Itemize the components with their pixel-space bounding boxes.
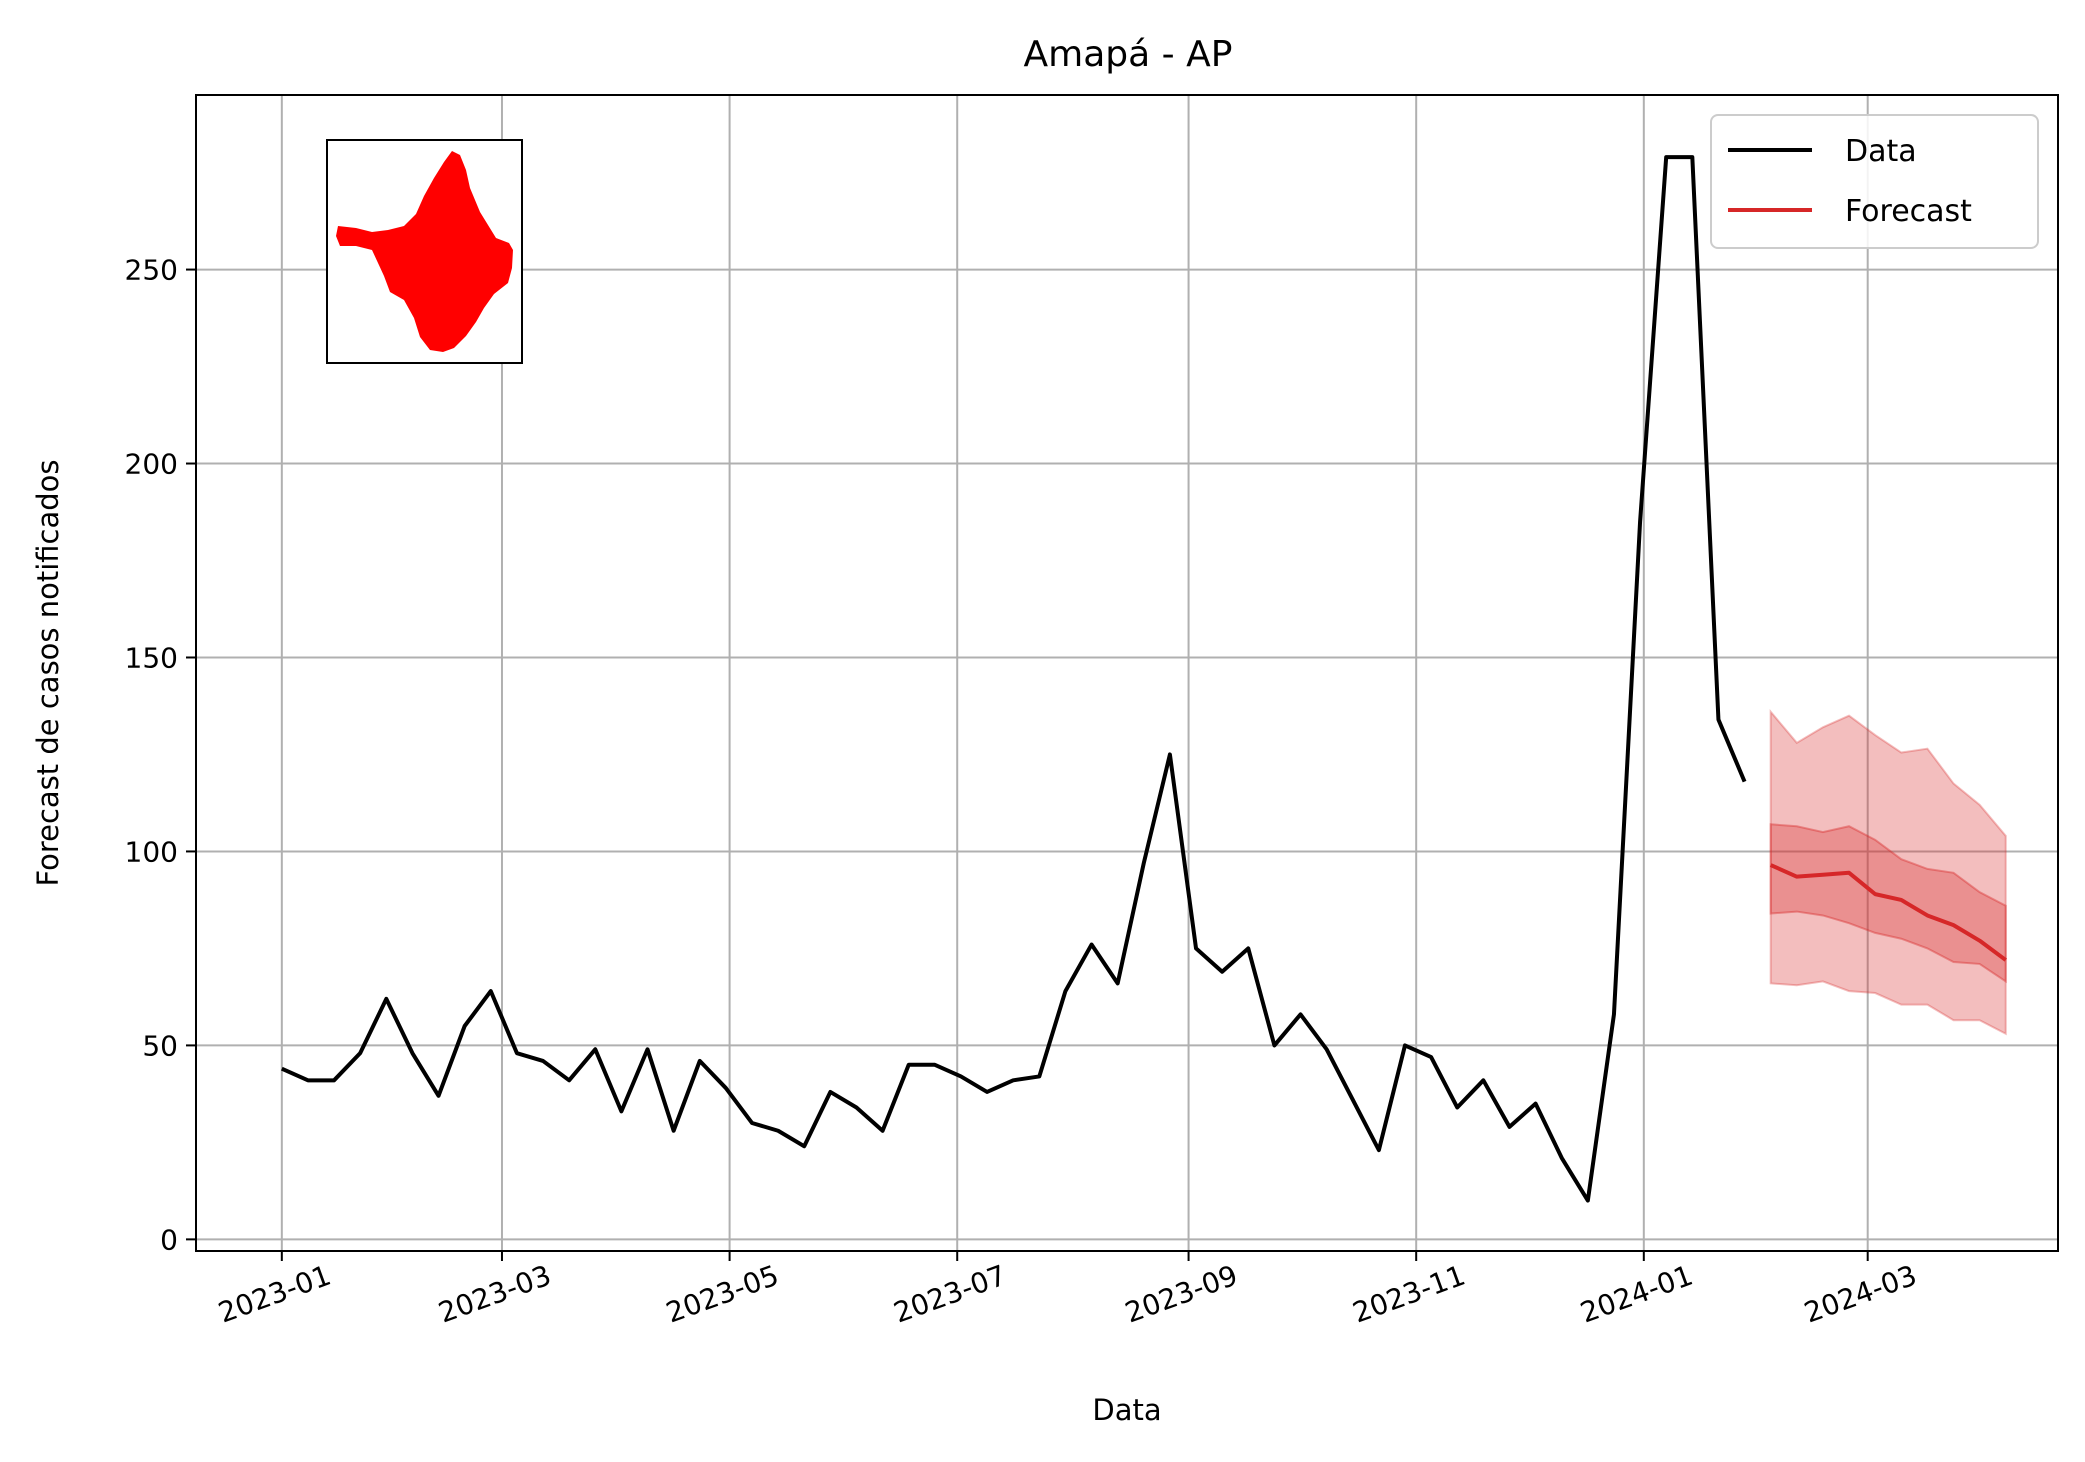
- legend-label-forecast: Forecast: [1845, 194, 1972, 229]
- forecast-band-90-area: [1769, 709, 2007, 1036]
- series-line-forecast: [1769, 863, 2007, 962]
- legend: Data Forecast: [1710, 114, 2039, 249]
- y-tick-label: 50: [142, 1029, 178, 1062]
- series-line-data: [281, 155, 1747, 1203]
- forecast-band-50-area: [1769, 823, 2007, 984]
- forecast-band-90: [1769, 709, 2007, 1036]
- amapa-state-map-icon: [326, 139, 523, 364]
- y-tick-label: 200: [125, 448, 178, 481]
- y-axis-label: Forecast de casos notificados: [31, 459, 65, 886]
- y-tick-label: 150: [125, 641, 178, 674]
- chart-title: Amapá - AP: [1024, 34, 1233, 75]
- y-tick-label: 100: [125, 835, 178, 868]
- amapa-map-shape: [336, 151, 513, 352]
- plot-area-frame: [195, 94, 2059, 1252]
- x-axis-label: Data: [1092, 1393, 1161, 1427]
- series-lines: [281, 155, 2007, 1203]
- y-tick-label: 250: [125, 254, 178, 287]
- legend-label-data: Data: [1845, 134, 1917, 169]
- forecast-band-50: [1769, 823, 2007, 984]
- y-tick-label: 0: [160, 1223, 178, 1256]
- grid: [196, 95, 2058, 1251]
